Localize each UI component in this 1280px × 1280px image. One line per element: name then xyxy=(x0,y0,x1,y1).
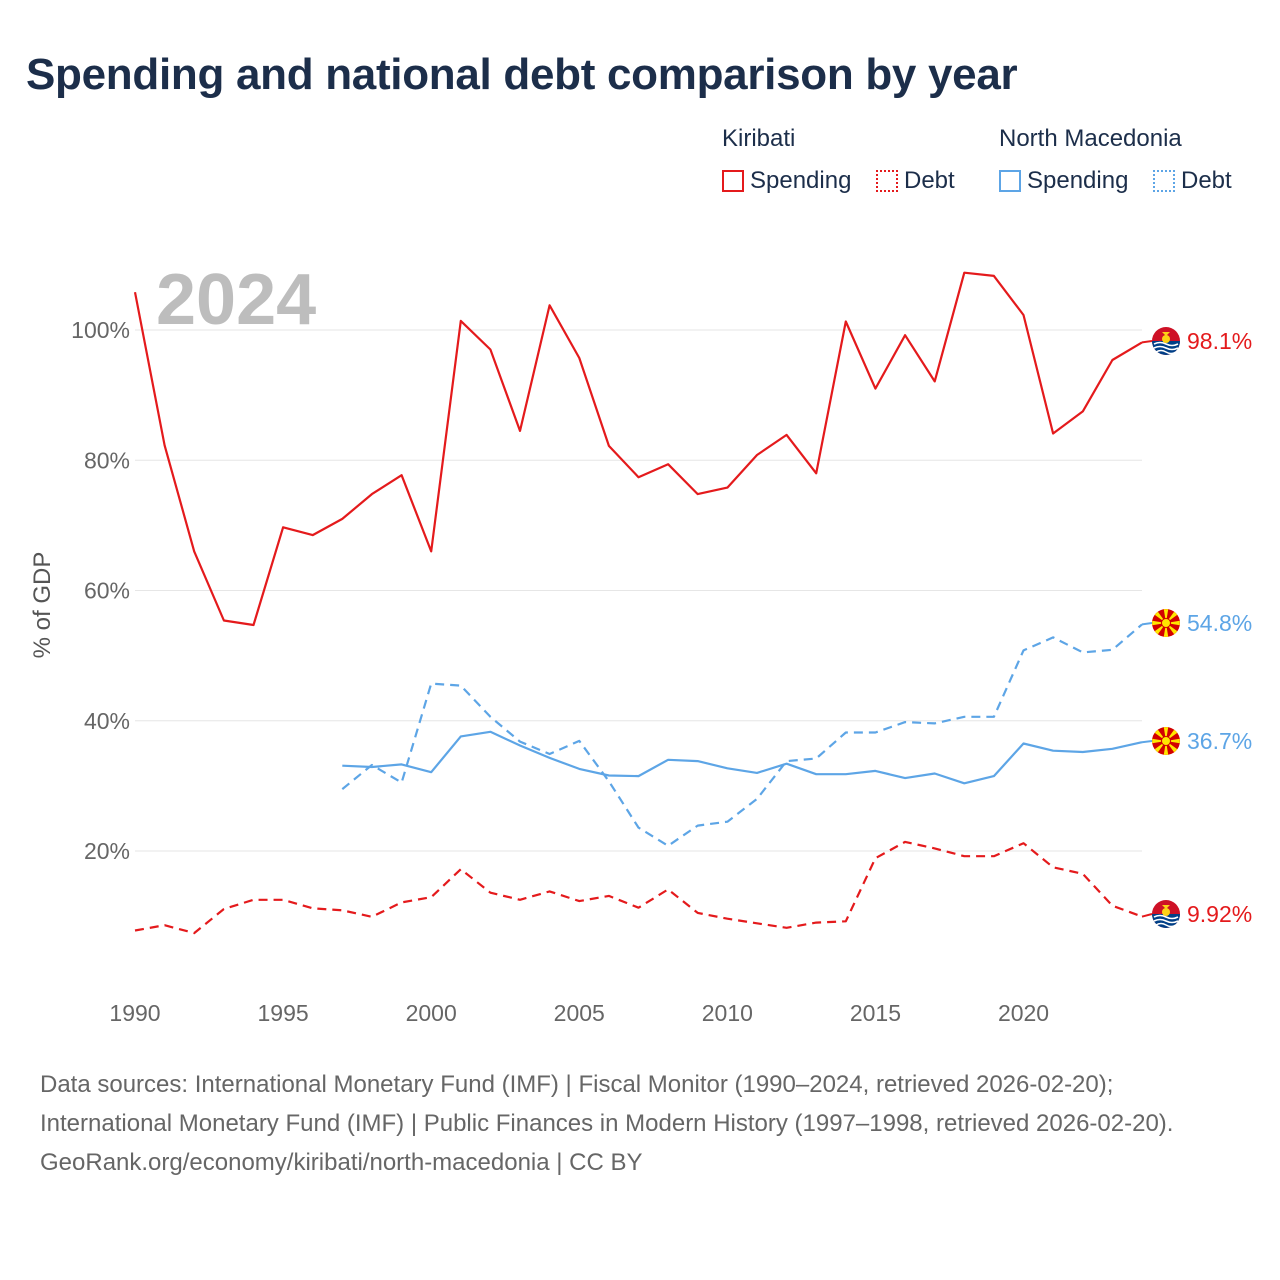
x-tick-label: 2015 xyxy=(850,1000,901,1026)
x-tick-label: 1995 xyxy=(258,1000,309,1026)
legend-label: Spending xyxy=(1027,167,1129,194)
legend-title-kiribati: Kiribati xyxy=(722,125,796,152)
y-tick-label: 20% xyxy=(84,838,130,864)
end-connector xyxy=(1141,622,1153,626)
series-line-kiribati-debt xyxy=(134,840,1143,935)
legend-label: Debt xyxy=(904,167,955,194)
series-line-north-macedonia-spending xyxy=(342,730,1143,785)
end-connector xyxy=(1141,740,1153,744)
legend-item-north-macedonia-spending[interactable]: Spending xyxy=(999,165,1128,197)
legend-label: Spending xyxy=(750,167,852,194)
legend-item-north-macedonia-debt[interactable]: Debt xyxy=(1153,165,1232,197)
y-tick-label: 40% xyxy=(84,708,130,734)
end-labels-layer: 98.1% 9.92% 36.7% 54.8% xyxy=(1141,327,1252,928)
legend-swatch-dotted-red xyxy=(876,170,898,192)
series-layer xyxy=(133,271,1143,935)
legend-title-north-macedonia: North Macedonia xyxy=(999,125,1182,152)
x-axis-ticks: 1990 1995 2000 2005 2010 2015 2020 xyxy=(109,1000,1049,1026)
legend-label: Debt xyxy=(1181,167,1232,194)
grid-lines xyxy=(135,329,1142,852)
legend-swatch-solid-red xyxy=(722,170,744,192)
year-watermark: 2024 xyxy=(156,260,316,340)
footer: Data sources: International Monetary Fun… xyxy=(40,1065,1240,1182)
series-line-kiribati-spending xyxy=(133,271,1143,627)
footer-credit: GeoRank.org/economy/kiribati/north-maced… xyxy=(40,1149,643,1176)
footer-sources: Data sources: International Monetary Fun… xyxy=(40,1071,1174,1137)
y-tick-label: 100% xyxy=(71,317,130,343)
chart-title: Spending and national debt comparison by… xyxy=(26,50,1018,99)
end-value-label: 54.8% xyxy=(1187,610,1252,636)
legend-swatch-solid-blue xyxy=(999,170,1021,192)
x-tick-label: 2005 xyxy=(554,1000,605,1026)
end-connector xyxy=(1141,913,1153,918)
x-tick-label: 2000 xyxy=(406,1000,457,1026)
line-chart: 2024 20% 40% 60% 80% 100% 1990 1995 2000 2005 20… xyxy=(29,260,1252,1026)
end-value-label: 98.1% xyxy=(1187,328,1252,354)
legend-swatch-dotted-blue xyxy=(1153,170,1175,192)
north-macedonia-flag-icon xyxy=(1152,609,1180,637)
north-macedonia-flag-icon xyxy=(1152,727,1180,755)
y-axis-label: % of GDP xyxy=(29,552,56,659)
y-tick-label: 80% xyxy=(84,447,130,473)
end-value-label: 9.92% xyxy=(1187,901,1252,927)
x-tick-label: 2020 xyxy=(998,1000,1049,1026)
y-axis-ticks: 20% 40% 60% 80% 100% xyxy=(71,317,130,864)
end-connector xyxy=(1141,340,1153,344)
y-tick-label: 60% xyxy=(84,578,130,604)
x-tick-label: 2010 xyxy=(702,1000,753,1026)
legend-item-kiribati-debt[interactable]: Debt xyxy=(876,165,955,197)
legend-item-kiribati-spending[interactable]: Spending xyxy=(722,165,851,197)
x-tick-label: 1990 xyxy=(109,1000,160,1026)
end-value-label: 36.7% xyxy=(1187,728,1252,754)
series-line-north-macedonia-debt xyxy=(341,623,1143,847)
kiribati-flag-icon xyxy=(1152,900,1180,928)
kiribati-flag-icon xyxy=(1152,327,1180,355)
